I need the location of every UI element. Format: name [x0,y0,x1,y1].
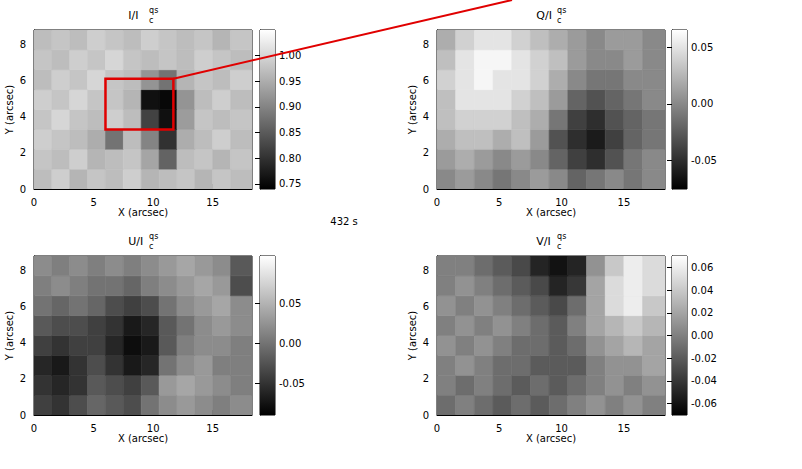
svg-text:2: 2 [20,147,26,158]
svg-text:10: 10 [555,423,568,434]
svg-text:4: 4 [423,111,429,122]
svg-text:-0.04: -0.04 [691,375,717,386]
svg-text:15: 15 [618,197,631,208]
svg-text:0.90: 0.90 [279,101,301,112]
svg-text:0.95: 0.95 [279,76,301,87]
svg-text:0: 0 [20,184,26,195]
svg-text:0.00: 0.00 [691,330,713,341]
svg-text:5: 5 [496,423,502,434]
svg-text:0: 0 [423,410,429,421]
svg-text:6: 6 [423,301,429,312]
svg-text:0.00: 0.00 [279,338,301,349]
svg-text:c: c [557,242,561,251]
svg-text:2: 2 [423,373,429,384]
svg-text:Y (arcsec): Y (arcsec) [4,311,15,362]
svg-text:15: 15 [206,197,219,208]
svg-text:2: 2 [423,147,429,158]
svg-text:0: 0 [434,197,440,208]
svg-text:-0.05: -0.05 [691,155,717,166]
svg-text:I/I: I/I [128,9,138,22]
svg-text:6: 6 [20,75,26,86]
svg-text:X (arcsec): X (arcsec) [118,207,168,218]
svg-text:0: 0 [31,197,37,208]
svg-text:8: 8 [20,265,26,276]
svg-text:8: 8 [423,265,429,276]
svg-text:0.85: 0.85 [279,127,301,138]
svg-text:-0.05: -0.05 [279,378,305,389]
svg-text:0.75: 0.75 [279,178,301,189]
svg-text:-0.02: -0.02 [691,353,717,364]
svg-text:2: 2 [20,373,26,384]
svg-text:0: 0 [31,423,37,434]
svg-text:Q/I: Q/I [536,9,552,22]
svg-text:X (arcsec): X (arcsec) [526,433,576,444]
svg-text:4: 4 [20,337,26,348]
svg-text:qs: qs [557,6,566,15]
svg-text:V/I: V/I [536,235,550,248]
svg-text:0.04: 0.04 [691,285,713,296]
svg-text:0.80: 0.80 [279,153,301,164]
svg-text:X (arcsec): X (arcsec) [118,433,168,444]
svg-text:0: 0 [20,410,26,421]
svg-text:0.05: 0.05 [279,298,301,309]
svg-text:15: 15 [618,423,631,434]
svg-text:0: 0 [423,184,429,195]
svg-text:5: 5 [496,197,502,208]
svg-text:8: 8 [20,39,26,50]
svg-text:0.02: 0.02 [691,307,713,318]
svg-text:X (arcsec): X (arcsec) [526,207,576,218]
svg-text:5: 5 [90,423,96,434]
svg-text:10: 10 [147,423,160,434]
svg-text:0: 0 [434,423,440,434]
svg-text:Y (arcsec): Y (arcsec) [407,85,418,136]
svg-text:8: 8 [423,39,429,50]
svg-text:qs: qs [149,232,158,241]
svg-text:6: 6 [20,301,26,312]
svg-text:0.00: 0.00 [691,98,713,109]
svg-text:c: c [149,242,153,251]
svg-text:6: 6 [423,75,429,86]
svg-text:4: 4 [423,337,429,348]
svg-text:Y (arcsec): Y (arcsec) [407,311,418,362]
svg-text:qs: qs [557,232,566,241]
svg-text:c: c [557,16,561,25]
svg-text:4: 4 [20,111,26,122]
svg-text:5: 5 [90,197,96,208]
svg-text:c: c [149,16,153,25]
svg-text:10: 10 [555,197,568,208]
svg-text:432 s: 432 s [330,216,357,227]
svg-text:1.00: 1.00 [279,50,302,62]
svg-text:Y (arcsec): Y (arcsec) [4,85,15,136]
svg-text:U/I: U/I [128,235,143,248]
svg-text:-0.06: -0.06 [691,398,717,409]
svg-text:0.05: 0.05 [691,42,713,53]
svg-text:qs: qs [149,6,158,15]
svg-text:0.06: 0.06 [691,262,713,273]
svg-text:15: 15 [206,423,219,434]
svg-text:10: 10 [147,197,160,208]
